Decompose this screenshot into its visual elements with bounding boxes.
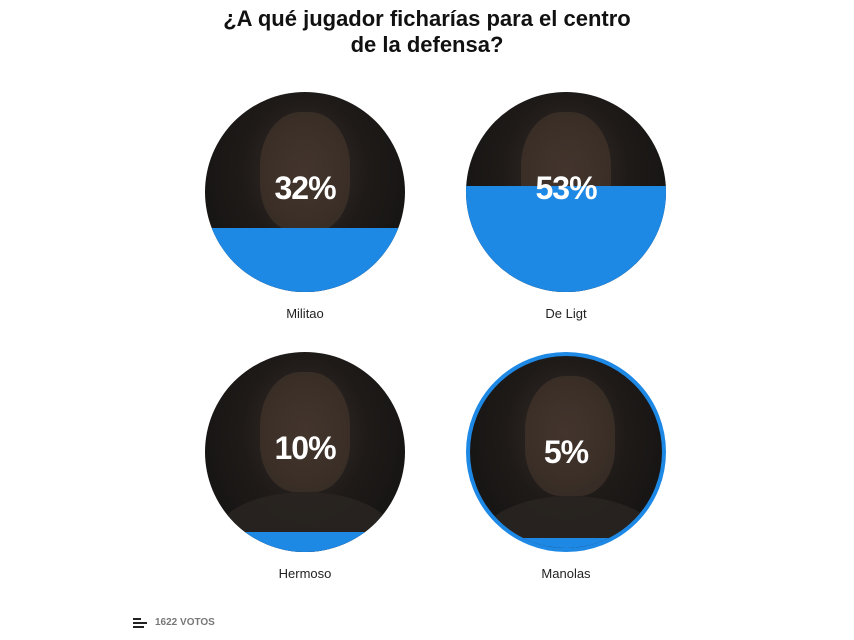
player-face <box>525 376 615 496</box>
result-fill <box>466 186 666 292</box>
result-percent: 10% <box>274 430 336 466</box>
result-fill <box>205 532 405 552</box>
poll-question: ¿A qué jugador ficharías para el centro … <box>0 6 854 58</box>
player-photo[interactable]: 10% <box>205 352 405 552</box>
result-percent: 5% <box>543 434 589 470</box>
player-face <box>260 112 350 232</box>
player-photo[interactable]: 53% <box>466 92 666 292</box>
poll-option-hermoso[interactable]: 10% Hermoso <box>205 352 405 592</box>
result-percent: 53% <box>535 170 597 206</box>
votes-label: 1622 VOTOS <box>155 617 215 628</box>
option-name: Militao <box>286 306 324 321</box>
poll-option-de-ligt[interactable]: 53% De Ligt <box>466 92 666 332</box>
poll-option-militao[interactable]: 32% Militao <box>205 92 405 332</box>
option-name: De Ligt <box>545 306 587 321</box>
option-name: Manolas <box>541 566 591 581</box>
vote-count: 1622 VOTOS <box>133 617 215 628</box>
player-photo[interactable]: 5% <box>466 352 666 552</box>
poll-title: ¿A qué jugador ficharías para el centro … <box>223 6 631 57</box>
bar-chart-icon <box>133 617 147 628</box>
player-photo[interactable]: 32% <box>205 92 405 292</box>
player-face <box>260 372 350 492</box>
result-fill <box>470 538 662 548</box>
result-percent: 32% <box>274 170 336 206</box>
option-name: Hermoso <box>278 566 332 581</box>
poll-option-manolas[interactable]: 5% Manolas <box>466 352 666 592</box>
result-fill <box>205 228 405 292</box>
